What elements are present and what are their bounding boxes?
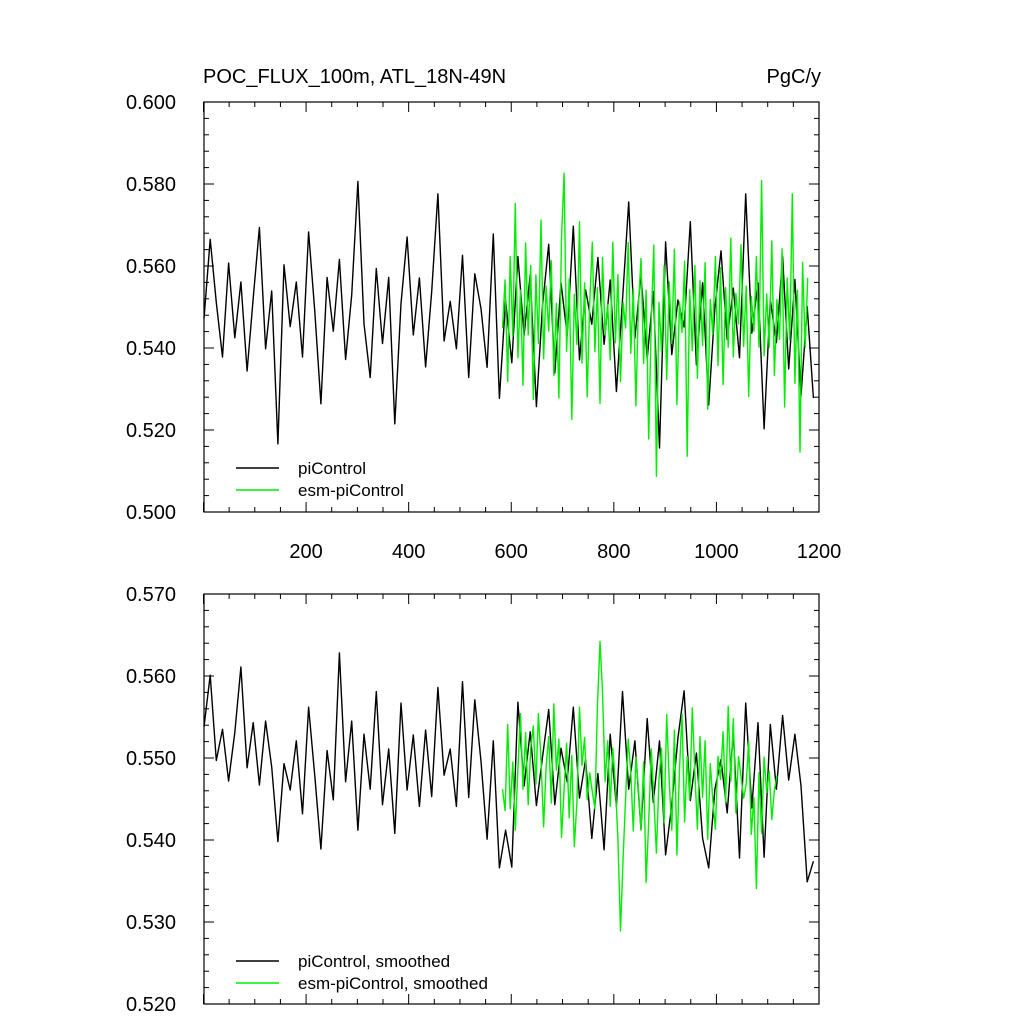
bottom-plot-frame — [203, 593, 820, 1005]
legend-label-picontrol-smoothed: piControl, smoothed — [298, 952, 450, 971]
top-panel: POC_FLUX_100m, ATL_18N-49N PgC/y 0.5000.… — [126, 66, 841, 563]
x-tick-label: 600 — [495, 541, 528, 563]
y-tick-label: 0.500 — [126, 502, 176, 524]
y-tick-label: 0.540 — [126, 830, 176, 852]
top-chart-title: POC_FLUX_100m, ATL_18N-49N — [203, 66, 506, 88]
legend-label-picontrol: piControl — [298, 459, 366, 478]
bottom-plot-area — [203, 640, 815, 932]
x-tick-label: 1200 — [797, 541, 842, 563]
y-tick-label: 0.600 — [126, 92, 176, 114]
y-tick-label: 0.540 — [126, 338, 176, 360]
top-plot-frame — [203, 101, 820, 513]
top-y-axis: 0.500 0.520 0.540 0.560 0.580 0.600 — [126, 92, 819, 524]
bottom-x-axis — [202, 594, 820, 1004]
y-tick-label: 0.560 — [126, 256, 176, 278]
y-tick-label: 0.530 — [126, 912, 176, 934]
legend-label-esm-picontrol-smoothed: esm-piControl, smoothed — [298, 974, 488, 993]
bottom-legend: piControl, smoothed esm-piControl, smoot… — [236, 952, 488, 993]
legend-label-esm-picontrol: esm-piControl — [298, 481, 404, 500]
y-tick-label: 0.520 — [126, 994, 176, 1016]
y-tick-label: 0.520 — [126, 420, 176, 442]
top-legend: piControl esm-piControl — [236, 459, 404, 500]
y-tick-label: 0.560 — [126, 666, 176, 688]
y-tick-label: 0.570 — [126, 584, 176, 606]
series-line-picontrol-smoothed — [203, 652, 815, 883]
bottom-panel: 0.520 0.530 0.540 0.550 0.560 0.570 piControl… — [126, 584, 820, 1016]
y-tick-label: 0.550 — [126, 748, 176, 770]
top-plot-area — [203, 172, 815, 477]
y-tick-label: 0.580 — [126, 174, 176, 196]
x-tick-label: 1000 — [694, 541, 739, 563]
x-tick-label: 400 — [392, 541, 425, 563]
x-tick-label: 200 — [289, 541, 322, 563]
series-line-esm-picontrol-smoothed — [501, 640, 778, 932]
top-chart-units: PgC/y — [767, 66, 821, 88]
x-tick-label: 800 — [597, 541, 630, 563]
series-line-esm-picontrol — [501, 172, 809, 477]
top-x-axis: 200 400 600 800 1000 1200 — [202, 102, 842, 563]
